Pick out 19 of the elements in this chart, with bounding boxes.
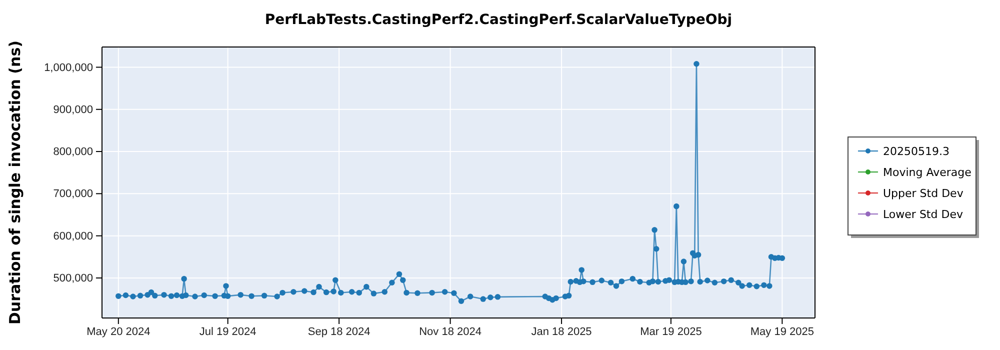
y-tick-label: 800,000 — [53, 146, 93, 158]
legend-label: 20250519.3 — [883, 144, 950, 158]
x-tick-label: Mar 19 2025 — [640, 326, 702, 338]
y-tick-label: 700,000 — [53, 188, 93, 200]
y-axis-title: Duration of single invocation (ns) — [6, 40, 24, 324]
x-tick-label: Jul 19 2024 — [199, 326, 256, 338]
y-tick-label: 1,000,000 — [44, 62, 93, 74]
y-tick-label: 600,000 — [53, 230, 93, 242]
x-tick-label: Jan 18 2025 — [531, 326, 592, 338]
y-tick-label: 500,000 — [53, 272, 93, 284]
x-tick-label: May 19 2025 — [750, 326, 814, 338]
x-tick-label: May 20 2024 — [86, 326, 150, 338]
x-tick-label: Sep 18 2024 — [308, 326, 370, 338]
legend-label: Upper Std Dev — [883, 186, 964, 200]
y-tick-label: 900,000 — [53, 104, 93, 116]
chart-title: PerfLabTests.CastingPerf2.CastingPerf.ScalarValueTypeObj — [264, 12, 732, 28]
legend-label: Lower Std Dev — [883, 208, 964, 221]
legend-label: Moving Average — [883, 166, 972, 179]
x-tick-label: Nov 18 2024 — [419, 326, 482, 338]
